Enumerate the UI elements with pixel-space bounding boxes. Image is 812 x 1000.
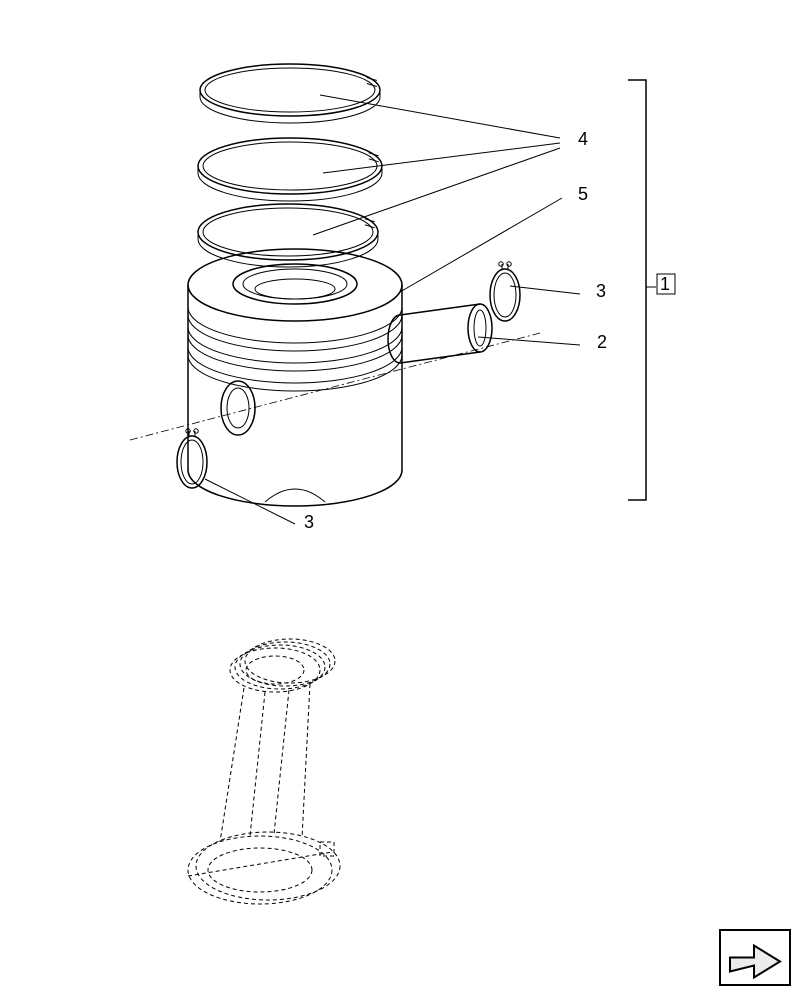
leader-line [478,337,580,345]
leader-line [320,95,560,138]
leader-line [400,198,562,292]
leader-line [313,148,560,235]
callout-number: 2 [597,332,607,352]
callout-number: 3 [304,512,314,532]
piston-ring [198,138,382,194]
conrod-small-end [245,639,335,683]
parts-diagram: 1 2 3 3 4 5 [0,0,812,1000]
callout-number: 1 [660,274,670,294]
piston-pin [468,304,492,352]
pin-bore [221,381,255,435]
callout-number: 4 [578,129,588,149]
piston-ring [200,64,380,116]
leader-line [205,479,295,524]
assembly-bracket [628,80,646,500]
piston-ring [198,204,378,260]
callout-number: 3 [596,281,606,301]
callout-number: 5 [578,184,588,204]
